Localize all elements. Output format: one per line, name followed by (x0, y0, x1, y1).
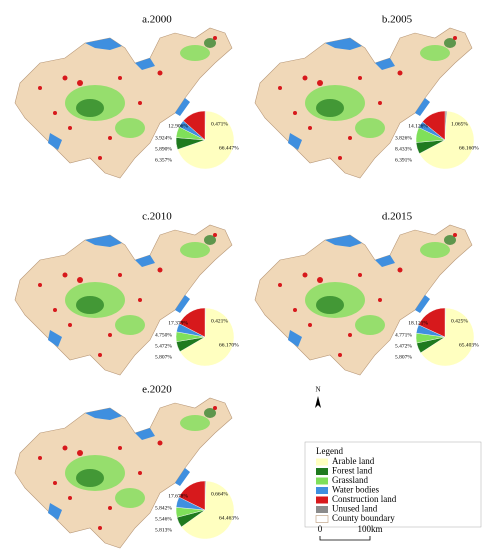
legend-item: Construction land (332, 494, 397, 504)
pie-slice (178, 307, 206, 338)
scale-start: 0 (318, 524, 323, 534)
legend-swatch (315, 515, 329, 523)
legend-title: Legend (316, 446, 343, 456)
pie-label: 66.170% (219, 342, 239, 348)
pie-label: 4.771% (395, 332, 412, 338)
pie-label: 0.425% (451, 318, 468, 324)
pie-slice (183, 110, 206, 141)
pie-slice (420, 307, 475, 367)
pie-label: 17.678% (168, 493, 188, 499)
pie-label: 5.472% (395, 343, 412, 349)
legend-swatch (316, 477, 328, 485)
pie-label: 17.379% (168, 320, 188, 326)
pie-label: 18.121% (408, 320, 428, 326)
pie-label: 6.357% (155, 157, 172, 163)
panel-title: c.2010 (142, 211, 172, 223)
pie-label: 12.906% (168, 123, 188, 129)
legend-item: Arable land (332, 456, 375, 466)
pie-label: 5.472% (155, 343, 172, 349)
pie-label: 8.433% (395, 146, 412, 152)
scale-line (319, 536, 371, 541)
north-label: N (315, 386, 320, 394)
pie-label: 65.403% (459, 342, 479, 348)
legend-box (304, 441, 482, 528)
pie-label: 0.664% (211, 491, 228, 497)
pie-slice (418, 307, 446, 338)
pie-label: 5.807% (155, 354, 172, 360)
pie-slice (422, 110, 446, 141)
pie-label: 1.065% (451, 121, 468, 127)
legend-swatch (316, 487, 328, 494)
pie-label: 14.126% (408, 123, 428, 129)
legend-swatch (316, 458, 328, 466)
pie-label: 5.813% (155, 527, 172, 533)
pie-label: 0.471% (211, 121, 228, 127)
pie-slice (181, 480, 235, 540)
map-panel: a.2000 66.447% 6.357% 5.890% 3.924% 12.906% 0.… (14, 14, 239, 179)
pie-label: 0.421% (211, 318, 228, 324)
pie-slice (177, 110, 235, 170)
map-panel: d.2015 65.403% 5.807% 5.472% 4.771% 18.121% 0.… (254, 211, 479, 376)
pie-label: 5.842% (155, 505, 172, 511)
map-panel: c.2010 66.170% 5.807% 5.472% 4.750% 17.379% 0.… (14, 211, 239, 376)
legend-item: Forest land (332, 466, 373, 476)
pie-label: 6.391% (395, 157, 412, 163)
panel-title: b.2005 (382, 14, 413, 26)
pie-label: 66.447% (219, 145, 239, 151)
panel-title: d.2015 (382, 211, 413, 223)
scale-bar: 0 100km (318, 524, 383, 541)
panel-title: e.2020 (142, 384, 172, 396)
legend-swatch (316, 496, 328, 504)
map-panel: e.2020 64.463% 5.813% 5.546% 5.842% 17.678% 0.… (14, 384, 239, 549)
legend-item: Water bodies (332, 485, 380, 495)
pie-slice (419, 110, 475, 170)
pie-label: 4.750% (155, 332, 172, 338)
legend-item: Unused land (332, 504, 378, 514)
legend-swatch (316, 468, 328, 475)
panels: a.2000 66.447% 6.357% 5.890% 3.924% 12.906% 0.… (14, 14, 479, 549)
legend-swatch (316, 506, 328, 513)
pie-label: 3.924% (155, 135, 172, 141)
pie-label: 3.826% (395, 135, 412, 141)
pie-slice (178, 480, 206, 511)
pie-label: 5.807% (395, 354, 412, 360)
scale-end: 100km (357, 524, 382, 534)
legend-item: County boundary (332, 513, 395, 523)
pie-slice (179, 307, 235, 367)
panel-title: a.2000 (142, 14, 172, 26)
legend-item: Grassland (332, 475, 368, 485)
pie-label: 5.890% (155, 146, 172, 152)
pie-label: 5.546% (155, 516, 172, 522)
north-arrow-icon (315, 396, 321, 408)
north-arrow: N (315, 386, 321, 408)
map-panel: b.2005 66.160% 6.391% 8.433% 3.826% 14.126% 1.… (254, 14, 479, 179)
pie-label: 64.463% (219, 515, 239, 521)
pie-label: 66.160% (459, 145, 479, 151)
